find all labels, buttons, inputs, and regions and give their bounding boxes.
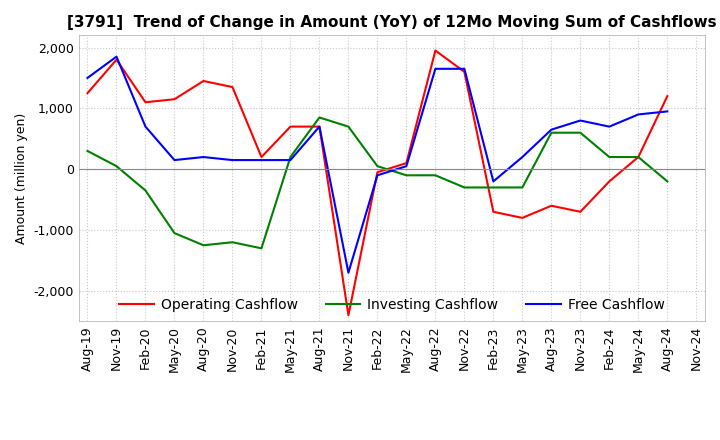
Operating Cashflow <box>228 84 237 90</box>
Investing Cashflow <box>489 185 498 190</box>
Investing Cashflow <box>344 124 353 129</box>
Investing Cashflow <box>402 172 410 178</box>
Line: Operating Cashflow: Operating Cashflow <box>88 51 667 315</box>
Investing Cashflow <box>286 154 294 160</box>
Investing Cashflow <box>170 231 179 236</box>
Legend: Operating Cashflow, Investing Cashflow, Free Cashflow: Operating Cashflow, Investing Cashflow, … <box>114 292 670 317</box>
Line: Investing Cashflow: Investing Cashflow <box>88 117 667 248</box>
Operating Cashflow <box>663 94 672 99</box>
Title: [3791]  Trend of Change in Amount (YoY) of 12Mo Moving Sum of Cashflows: [3791] Trend of Change in Amount (YoY) o… <box>67 15 716 30</box>
Operating Cashflow <box>286 124 294 129</box>
Operating Cashflow <box>489 209 498 214</box>
Operating Cashflow <box>605 179 613 184</box>
Free Cashflow <box>489 179 498 184</box>
Free Cashflow <box>228 158 237 163</box>
Investing Cashflow <box>315 115 324 120</box>
Free Cashflow <box>112 54 121 59</box>
Operating Cashflow <box>402 161 410 166</box>
Free Cashflow <box>663 109 672 114</box>
Free Cashflow <box>634 112 643 117</box>
Operating Cashflow <box>199 78 208 84</box>
Free Cashflow <box>170 158 179 163</box>
Investing Cashflow <box>431 172 440 178</box>
Operating Cashflow <box>112 57 121 62</box>
Operating Cashflow <box>460 69 469 74</box>
Operating Cashflow <box>170 97 179 102</box>
Investing Cashflow <box>112 164 121 169</box>
Line: Free Cashflow: Free Cashflow <box>88 57 667 273</box>
Investing Cashflow <box>84 148 92 154</box>
Free Cashflow <box>286 158 294 163</box>
Free Cashflow <box>518 154 526 160</box>
Free Cashflow <box>315 124 324 129</box>
Investing Cashflow <box>605 154 613 160</box>
Operating Cashflow <box>547 203 556 209</box>
Free Cashflow <box>402 164 410 169</box>
Operating Cashflow <box>141 99 150 105</box>
Operating Cashflow <box>344 312 353 318</box>
Investing Cashflow <box>634 154 643 160</box>
Investing Cashflow <box>199 242 208 248</box>
Free Cashflow <box>141 124 150 129</box>
Free Cashflow <box>576 118 585 123</box>
Free Cashflow <box>431 66 440 71</box>
Free Cashflow <box>257 158 266 163</box>
Free Cashflow <box>460 66 469 71</box>
Operating Cashflow <box>576 209 585 214</box>
Investing Cashflow <box>141 188 150 193</box>
Investing Cashflow <box>518 185 526 190</box>
Investing Cashflow <box>576 130 585 136</box>
Operating Cashflow <box>373 169 382 175</box>
Free Cashflow <box>547 127 556 132</box>
Operating Cashflow <box>518 215 526 220</box>
Investing Cashflow <box>663 179 672 184</box>
Free Cashflow <box>605 124 613 129</box>
Operating Cashflow <box>431 48 440 53</box>
Investing Cashflow <box>228 240 237 245</box>
Operating Cashflow <box>315 124 324 129</box>
Operating Cashflow <box>634 154 643 160</box>
Operating Cashflow <box>84 91 92 96</box>
Investing Cashflow <box>547 130 556 136</box>
Investing Cashflow <box>460 185 469 190</box>
Free Cashflow <box>199 154 208 160</box>
Free Cashflow <box>84 75 92 81</box>
Y-axis label: Amount (million yen): Amount (million yen) <box>15 113 28 244</box>
Free Cashflow <box>373 172 382 178</box>
Investing Cashflow <box>257 246 266 251</box>
Investing Cashflow <box>373 164 382 169</box>
Free Cashflow <box>344 270 353 275</box>
Operating Cashflow <box>257 154 266 160</box>
